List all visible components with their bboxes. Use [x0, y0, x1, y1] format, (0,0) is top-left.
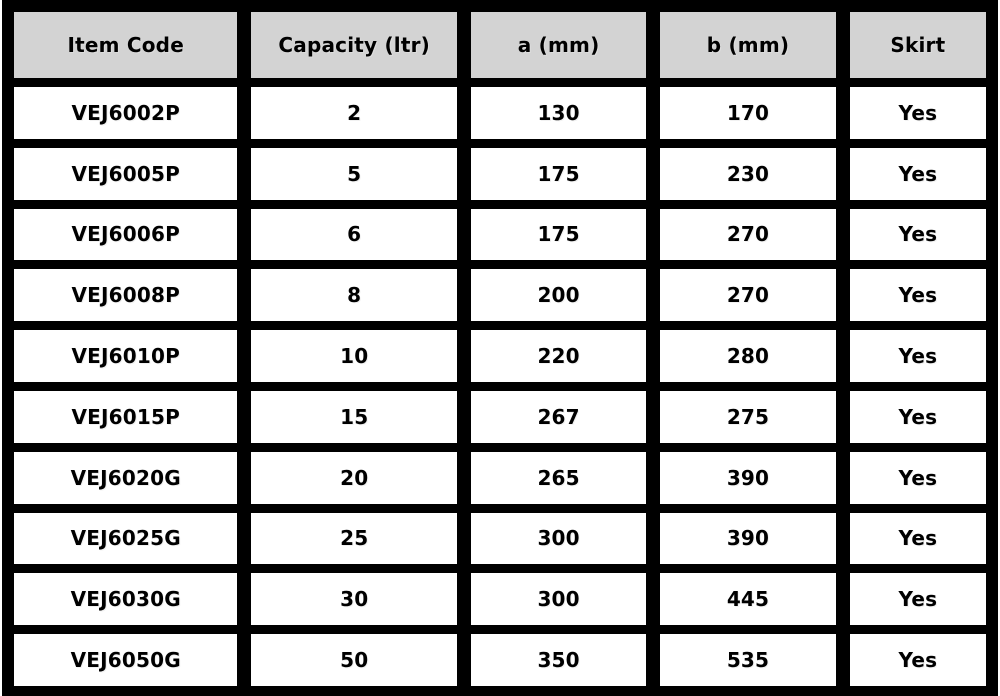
cell-skirt: Yes: [849, 512, 986, 565]
cell-item-code: VEJ6015P: [14, 390, 238, 443]
cell-skirt: Yes: [849, 147, 986, 200]
cell-skirt: Yes: [849, 269, 986, 322]
cell-b-mm: 270: [660, 269, 836, 322]
cell-item-code: VEJ6020G: [14, 451, 238, 504]
cell-item-code: VEJ6008P: [14, 269, 238, 322]
cell-a-mm: 220: [470, 330, 647, 382]
cell-item-code: VEJ6030G: [14, 573, 238, 626]
cell-capacity: 8: [251, 269, 457, 322]
column-header-item-code: Item Code: [14, 12, 238, 78]
cell-a-mm: 265: [470, 451, 647, 504]
cell-b-mm: 170: [660, 87, 836, 139]
cell-a-mm: 200: [470, 269, 647, 322]
cell-a-mm: 175: [470, 208, 647, 261]
cell-a-mm: 350: [470, 634, 647, 686]
cell-b-mm: 230: [660, 147, 836, 200]
cell-b-mm: 390: [660, 451, 836, 504]
cell-skirt: Yes: [849, 573, 986, 626]
cell-skirt: Yes: [849, 634, 986, 686]
cell-capacity: 5: [251, 147, 457, 200]
cell-capacity: 30: [251, 573, 457, 626]
cell-capacity: 20: [251, 451, 457, 504]
cell-a-mm: 267: [470, 390, 647, 443]
cell-capacity: 50: [251, 634, 457, 686]
cell-item-code: VEJ6050G: [14, 634, 238, 686]
column-header-b-mm: b (mm): [660, 12, 836, 78]
cell-b-mm: 390: [660, 512, 836, 565]
cell-capacity: 25: [251, 512, 457, 565]
cell-a-mm: 130: [470, 87, 647, 139]
cell-item-code: VEJ6010P: [14, 330, 238, 382]
cell-capacity: 6: [251, 208, 457, 261]
cell-b-mm: 445: [660, 573, 836, 626]
cell-capacity: 15: [251, 390, 457, 443]
cell-skirt: Yes: [849, 451, 986, 504]
column-header-a-mm: a (mm): [470, 12, 647, 78]
cell-a-mm: 175: [470, 147, 647, 200]
cell-skirt: Yes: [849, 390, 986, 443]
cell-item-code: VEJ6002P: [14, 87, 238, 139]
cell-a-mm: 300: [470, 573, 647, 626]
cell-a-mm: 300: [470, 512, 647, 565]
cell-item-code: VEJ6005P: [14, 147, 238, 200]
cell-capacity: 10: [251, 330, 457, 382]
cell-skirt: Yes: [849, 87, 986, 139]
cell-b-mm: 535: [660, 634, 836, 686]
cell-item-code: VEJ6006P: [14, 208, 238, 261]
cell-b-mm: 275: [660, 390, 836, 443]
cell-b-mm: 280: [660, 330, 836, 382]
cell-skirt: Yes: [849, 330, 986, 382]
cell-item-code: VEJ6025G: [14, 512, 238, 565]
cell-b-mm: 270: [660, 208, 836, 261]
column-header-capacity: Capacity (ltr): [251, 12, 457, 78]
cell-capacity: 2: [251, 87, 457, 139]
cell-skirt: Yes: [849, 208, 986, 261]
column-header-skirt: Skirt: [849, 12, 986, 78]
